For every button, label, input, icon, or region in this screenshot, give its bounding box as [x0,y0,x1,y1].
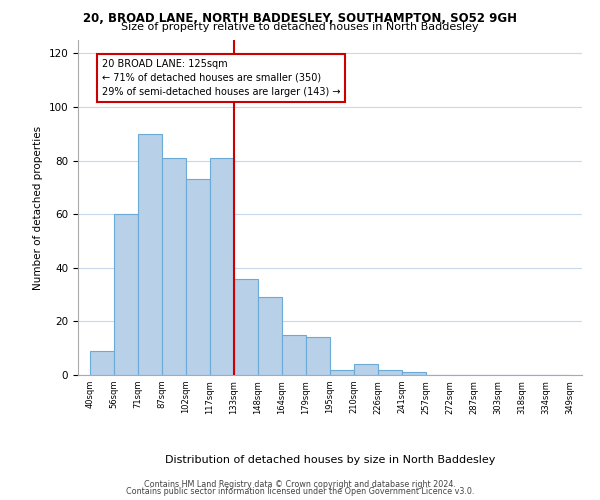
Bar [210,158,234,375]
Text: Contains HM Land Registry data © Crown copyright and database right 2024.: Contains HM Land Registry data © Crown c… [144,480,456,489]
Bar [330,370,354,375]
Bar [354,364,378,375]
Bar [162,158,186,375]
Text: Contains public sector information licensed under the Open Government Licence v3: Contains public sector information licen… [126,487,474,496]
Bar [186,180,210,375]
Bar [138,134,162,375]
Text: 20, BROAD LANE, NORTH BADDESLEY, SOUTHAMPTON, SO52 9GH: 20, BROAD LANE, NORTH BADDESLEY, SOUTHAM… [83,12,517,26]
Bar [282,335,306,375]
Bar [378,370,402,375]
Bar [114,214,138,375]
Bar [258,298,282,375]
Bar [402,372,426,375]
Text: Size of property relative to detached houses in North Baddesley: Size of property relative to detached ho… [121,22,479,32]
Bar [90,351,114,375]
X-axis label: Distribution of detached houses by size in North Baddesley: Distribution of detached houses by size … [165,456,495,466]
Bar [306,338,330,375]
Y-axis label: Number of detached properties: Number of detached properties [33,126,43,290]
Bar [234,278,258,375]
Text: 20 BROAD LANE: 125sqm
← 71% of detached houses are smaller (350)
29% of semi-det: 20 BROAD LANE: 125sqm ← 71% of detached … [102,59,341,97]
